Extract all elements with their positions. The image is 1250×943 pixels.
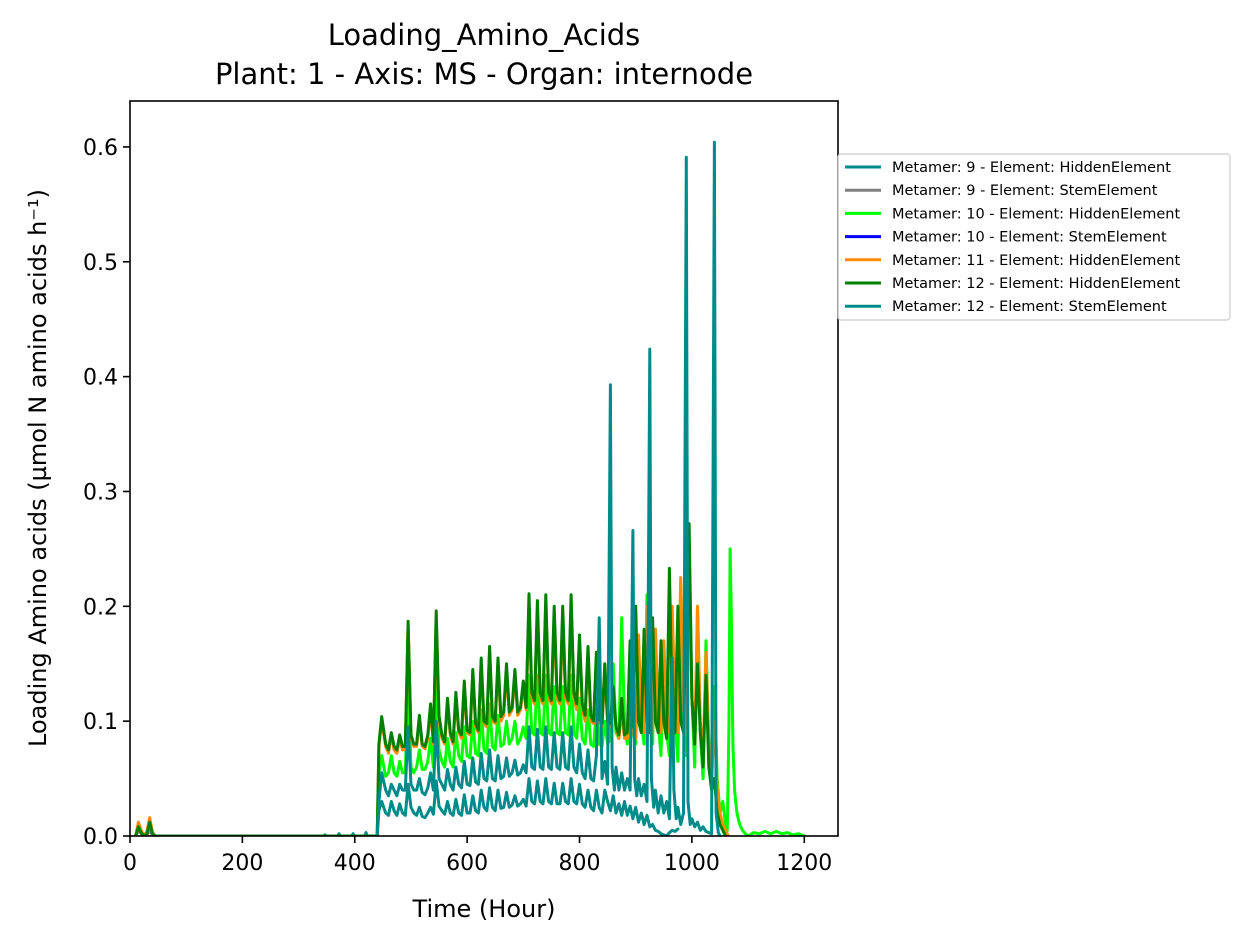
x-tick-label: 400 [334,851,376,876]
chart-subtitle: Plant: 1 - Axis: MS - Organ: internode [215,57,753,91]
series-line-7 [375,140,722,836]
x-tick-label: 1000 [664,851,720,876]
legend-label: Metamer: 10 - Element: HiddenElement [892,206,1180,222]
x-tick-label: 0 [123,851,137,876]
x-axis: 0 200 400 600 800 1000 1200 [123,836,832,876]
legend-label: Metamer: 12 - Element: StemElement [892,299,1167,315]
chart-title: Loading_Amino_Acids [328,18,641,52]
series-line-6 [134,522,728,836]
plot-frame [129,100,839,837]
y-axis: 0.0 0.1 0.2 0.3 0.4 0.5 0.6 [83,136,130,850]
x-tick-label: 200 [221,851,263,876]
legend-label: Metamer: 12 - Element: HiddenElement [892,276,1180,292]
x-tick-label: 800 [559,851,601,876]
series-line-1 [322,777,680,836]
y-tick-label: 0.6 [83,136,118,161]
y-tick-label: 0.4 [83,366,118,391]
legend: Metamer: 9 - Element: HiddenElement Metam… [837,153,1231,321]
y-tick-label: 0.3 [83,480,118,505]
y-tick-label: 0.1 [83,710,118,735]
x-tick-label: 1200 [776,851,832,876]
series-layer [134,140,806,836]
y-axis-label: Loading Amino acids (µmol N amino acids … [24,189,52,747]
y-tick-label: 0.0 [83,825,118,850]
y-tick-label: 0.5 [83,251,118,276]
legend-frame [837,153,1231,321]
legend-label: Metamer: 9 - Element: HiddenElement [892,160,1171,176]
legend-label: Metamer: 9 - Element: StemElement [892,183,1158,199]
y-tick-label: 0.2 [83,595,118,620]
x-axis-label: Time (Hour) [412,895,556,923]
legend-label: Metamer: 11 - Element: HiddenElement [892,253,1180,269]
legend-label: Metamer: 10 - Element: StemElement [892,230,1167,246]
x-tick-label: 600 [446,851,488,876]
